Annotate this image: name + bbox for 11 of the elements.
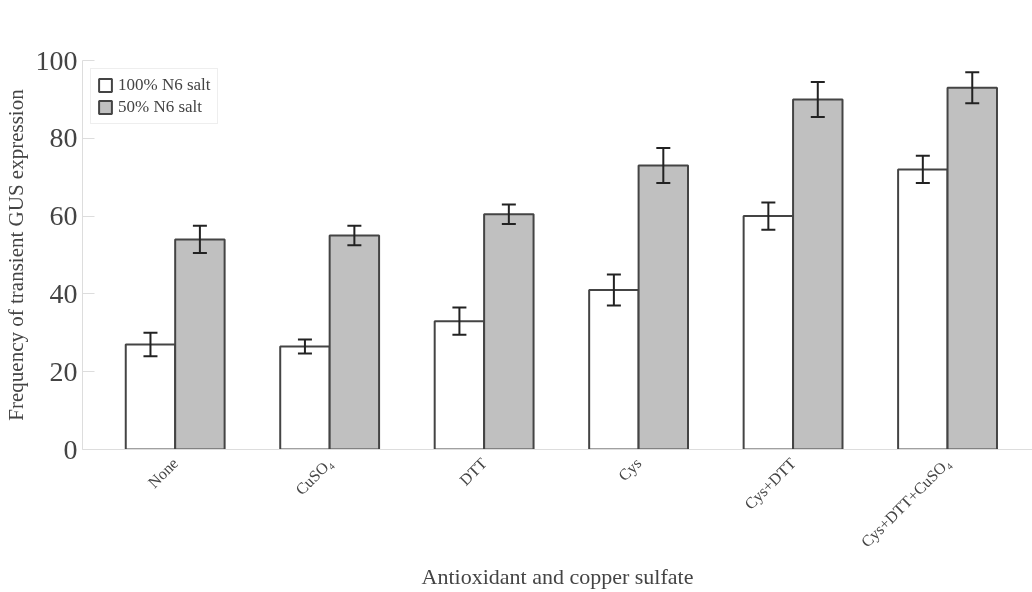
- legend-label: 50% N6 salt: [118, 97, 203, 117]
- y-tick-label: 40: [49, 277, 78, 309]
- y-axis-title: Frequency of transient GUS expression: [3, 88, 28, 421]
- y-tick-label: 80: [49, 122, 78, 154]
- y-tick-label: 100: [35, 44, 78, 76]
- x-axis-title: Antioxidant and copper sulfate: [421, 564, 694, 590]
- y-tick-label: 60: [49, 200, 78, 232]
- y-tick-label: 20: [49, 355, 78, 387]
- y-tick-label: 0: [63, 433, 78, 465]
- x-tick-label: Cys: [614, 454, 646, 485]
- legend-label: 100% N6 salt: [118, 75, 211, 95]
